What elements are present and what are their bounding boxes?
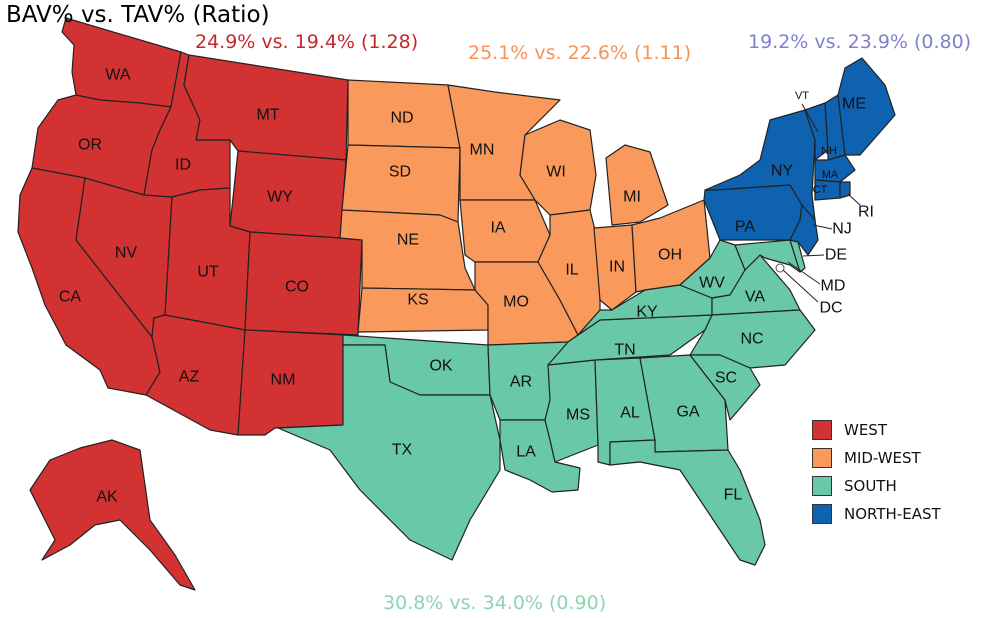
chart-title: BAV% vs. TAV% (Ratio)	[6, 2, 270, 28]
state-label-il: IL	[565, 262, 578, 279]
legend-item-south: SOUTH	[812, 476, 941, 496]
state-me	[837, 57, 896, 156]
state-in	[593, 224, 637, 311]
state-co	[244, 231, 363, 336]
state-label-sc: SC	[715, 370, 737, 387]
state-tx	[277, 344, 501, 561]
legend-item-northeast: NORTH-EAST	[812, 504, 941, 524]
legend-swatch-south	[812, 476, 832, 496]
callout-line-md	[787, 261, 821, 285]
state-label-ri: RI	[858, 204, 874, 221]
legend-label-south: SOUTH	[844, 477, 897, 495]
state-label-nh: NH	[821, 145, 837, 157]
legend-label-northeast: NORTH-EAST	[844, 505, 941, 523]
state-label-nd: ND	[390, 110, 413, 127]
state-label-md: MD	[821, 278, 846, 295]
state-label-ct: CT	[813, 184, 828, 196]
state-label-nv: NV	[115, 245, 138, 262]
legend-label-west: WEST	[844, 421, 887, 439]
state-label-mt: MT	[256, 107, 279, 124]
state-mt	[183, 54, 349, 161]
state-label-co: CO	[285, 279, 309, 296]
state-label-ky: KY	[636, 304, 658, 321]
state-label-me: ME	[842, 96, 866, 113]
state-label-ca: CA	[59, 289, 82, 306]
state-label-vt: VT	[795, 90, 809, 102]
state-ak	[29, 439, 196, 591]
state-label-oh: OH	[658, 247, 682, 264]
state-label-mi: MI	[623, 189, 641, 206]
legend-swatch-west	[812, 420, 832, 440]
callout-line-ri	[847, 193, 861, 206]
legend-swatch-midwest	[812, 448, 832, 468]
state-label-ma: MA	[822, 169, 839, 181]
state-mi	[605, 144, 669, 226]
northeast-stat: 19.2% vs. 23.9% (0.80)	[748, 31, 972, 53]
state-label-ny: NY	[771, 163, 794, 180]
state-label-ne: NE	[397, 232, 419, 249]
state-label-wa: WA	[105, 67, 131, 84]
state-label-de: DE	[825, 247, 847, 264]
callout-line-nj	[812, 224, 833, 230]
state-label-mo: MO	[503, 294, 529, 311]
legend-item-west: WEST	[812, 420, 941, 440]
callout-line-dc	[782, 269, 819, 303]
state-label-tn: TN	[614, 342, 635, 359]
state-label-ar: AR	[510, 374, 532, 391]
legend-swatch-northeast	[812, 504, 832, 524]
midwest-stat: 25.1% vs. 22.6% (1.11)	[468, 42, 692, 64]
state-label-nc: NC	[740, 331, 763, 348]
state-ny	[704, 109, 816, 221]
state-label-ms: MS	[566, 407, 590, 424]
state-label-tx: TX	[392, 442, 413, 459]
state-wa	[61, 17, 182, 108]
state-label-sd: SD	[389, 164, 411, 181]
state-label-or: OR	[78, 137, 102, 154]
legend: WEST MID-WEST SOUTH NORTH-EAST	[812, 420, 941, 532]
state-label-mn: MN	[470, 142, 495, 159]
state-label-ak: AK	[96, 489, 118, 506]
state-label-ut: UT	[197, 264, 219, 281]
state-label-va: VA	[745, 289, 765, 306]
state-label-wv: WV	[699, 275, 725, 292]
state-sc	[689, 354, 761, 421]
state-label-nj: NJ	[832, 221, 852, 238]
state-label-nm: NM	[271, 372, 296, 389]
state-label-dc: DC	[819, 300, 842, 317]
state-label-la: LA	[516, 444, 536, 461]
state-label-fl: FL	[724, 487, 743, 504]
south-stat: 30.8% vs. 34.0% (0.90)	[383, 592, 607, 614]
state-fl	[609, 439, 766, 566]
state-label-in: IN	[609, 259, 625, 276]
state-label-pa: PA	[735, 219, 755, 236]
state-label-ks: KS	[407, 292, 428, 309]
state-vt	[804, 102, 829, 161]
state-nj	[789, 204, 819, 256]
callout-line-vt	[801, 103, 819, 133]
state-dc-marker	[775, 263, 785, 273]
state-label-wy: WY	[267, 189, 293, 206]
state-label-id: ID	[175, 157, 191, 174]
state-label-ia: IA	[490, 220, 505, 237]
callout-line-de	[802, 254, 825, 257]
state-label-al: AL	[620, 405, 640, 422]
state-label-ga: GA	[676, 404, 699, 421]
legend-label-midwest: MID-WEST	[844, 449, 921, 467]
legend-item-midwest: MID-WEST	[812, 448, 941, 468]
state-label-az: AZ	[179, 369, 200, 386]
state-label-wi: WI	[546, 164, 566, 181]
state-label-ok: OK	[429, 358, 452, 375]
west-stat: 24.9% vs. 19.4% (1.28)	[195, 31, 419, 53]
state-ri	[839, 181, 851, 199]
